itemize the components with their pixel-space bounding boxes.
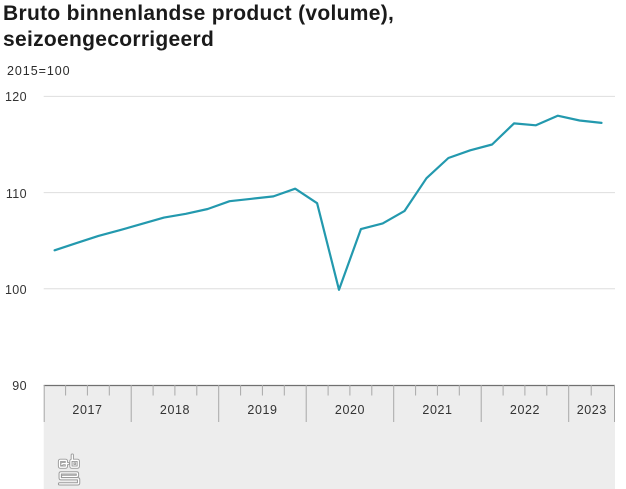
svg-text:2022: 2022	[510, 403, 540, 417]
svg-text:2023: 2023	[577, 403, 607, 417]
svg-text:2019: 2019	[247, 403, 277, 417]
svg-text:2021: 2021	[422, 403, 452, 417]
svg-text:110: 110	[6, 187, 27, 201]
svg-text:90: 90	[12, 379, 27, 393]
svg-text:100: 100	[5, 283, 27, 297]
svg-text:120: 120	[5, 90, 27, 104]
svg-text:2017: 2017	[72, 403, 102, 417]
svg-text:2018: 2018	[160, 403, 190, 417]
svg-text:2020: 2020	[335, 403, 365, 417]
